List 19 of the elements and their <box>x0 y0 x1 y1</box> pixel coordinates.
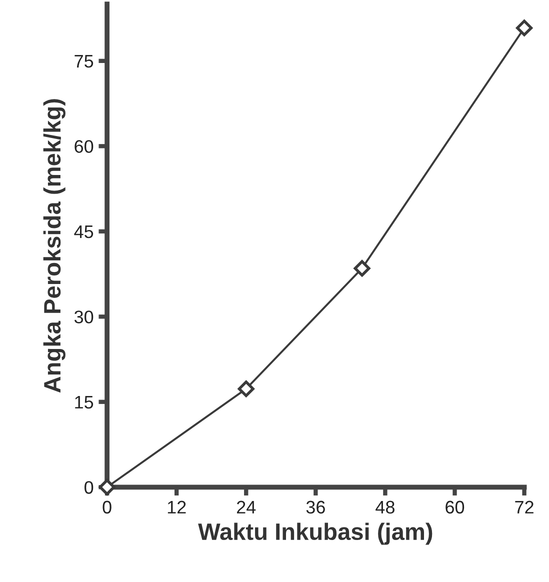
y-tick-label: 15 <box>75 396 94 409</box>
point <box>516 20 533 36</box>
x-tick-label: 24 <box>237 500 256 514</box>
point <box>354 260 370 277</box>
y-tick-label: 75 <box>74 55 94 68</box>
x-axis-title: Waktu Inkubasi (jam) <box>198 522 432 545</box>
y-tick-label: 45 <box>74 226 94 238</box>
y-tick-label: 30 <box>74 310 94 324</box>
x-tick-label: 36 <box>306 500 325 514</box>
point <box>98 478 116 496</box>
x-tick-label: 12 <box>168 500 186 514</box>
x-tick-label: 48 <box>376 500 394 514</box>
x-tick-label: 72 <box>515 500 534 514</box>
point <box>238 380 254 398</box>
x-tick-label: 60 <box>446 500 464 514</box>
y-tick-label: 60 <box>74 140 94 153</box>
y-axis-title: Angka Peroksida (mek/kg) <box>43 99 66 393</box>
y-tick-label: 0 <box>84 481 94 494</box>
x-tick-label: 0 <box>102 500 112 514</box>
